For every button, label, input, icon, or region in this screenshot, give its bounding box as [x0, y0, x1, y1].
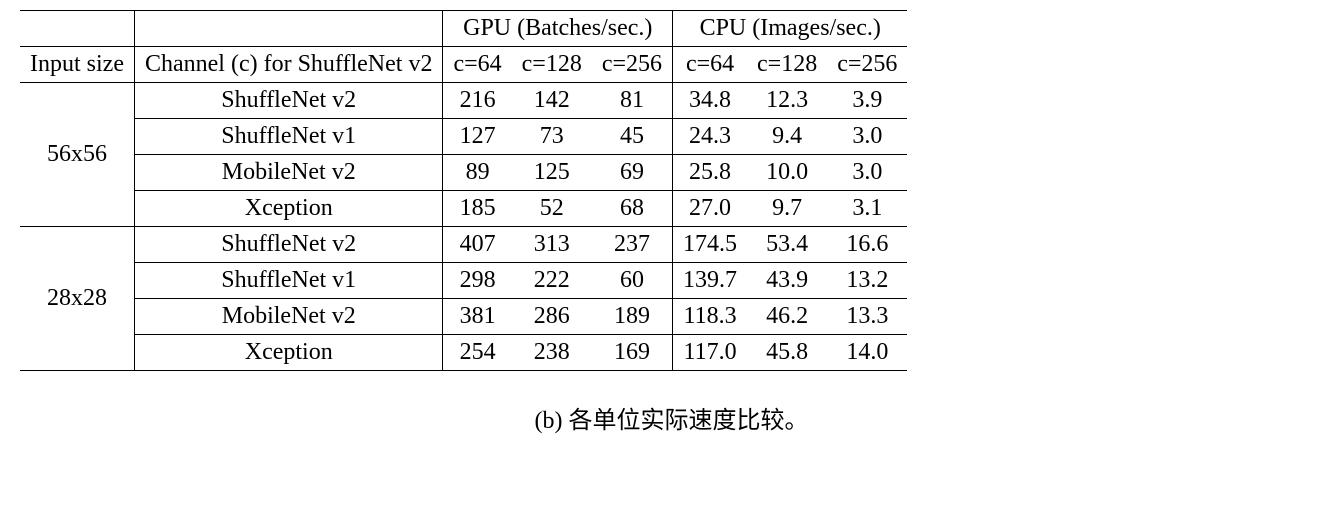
- cpu-val: 9.4: [747, 119, 827, 155]
- input-size-header: Input size: [20, 47, 134, 83]
- gpu-val: 69: [592, 155, 673, 191]
- cpu-val: 13.3: [827, 299, 907, 335]
- input-size-cell: 28x28: [20, 227, 134, 371]
- benchmark-table: GPU (Batches/sec.) CPU (Images/sec.) Inp…: [20, 10, 907, 371]
- header-row-2: Input size Channel (c) for ShuffleNet v2…: [20, 47, 907, 83]
- header-row-1: GPU (Batches/sec.) CPU (Images/sec.): [20, 11, 907, 47]
- header-empty-2: [134, 11, 442, 47]
- cpu-val: 25.8: [673, 155, 748, 191]
- gpu-val: 222: [512, 263, 592, 299]
- input-size-cell: 56x56: [20, 83, 134, 227]
- table-row: 56x56 ShuffleNet v2 216 142 81 34.8 12.3…: [20, 83, 907, 119]
- cpu-val: 14.0: [827, 335, 907, 371]
- cpu-val: 45.8: [747, 335, 827, 371]
- network-cell: Xception: [134, 191, 442, 227]
- cpu-val: 118.3: [673, 299, 748, 335]
- gpu-val: 68: [592, 191, 673, 227]
- cpu-val: 3.0: [827, 119, 907, 155]
- benchmark-table-container: GPU (Batches/sec.) CPU (Images/sec.) Inp…: [20, 10, 907, 371]
- gpu-val: 237: [592, 227, 673, 263]
- gpu-val: 169: [592, 335, 673, 371]
- network-cell: ShuffleNet v1: [134, 119, 442, 155]
- cpu-val: 27.0: [673, 191, 748, 227]
- network-cell: ShuffleNet v2: [134, 227, 442, 263]
- cpu-val: 16.6: [827, 227, 907, 263]
- header-empty-1: [20, 11, 134, 47]
- gpu-val: 254: [443, 335, 512, 371]
- channel-header: Channel (c) for ShuffleNet v2: [134, 47, 442, 83]
- network-cell: ShuffleNet v2: [134, 83, 442, 119]
- network-cell: MobileNet v2: [134, 155, 442, 191]
- gpu-val: 313: [512, 227, 592, 263]
- gpu-val: 52: [512, 191, 592, 227]
- gpu-val: 125: [512, 155, 592, 191]
- cpu-c64-header: c=64: [673, 47, 748, 83]
- gpu-c128-header: c=128: [512, 47, 592, 83]
- gpu-val: 189: [592, 299, 673, 335]
- network-cell: Xception: [134, 335, 442, 371]
- gpu-val: 286: [512, 299, 592, 335]
- network-cell: ShuffleNet v1: [134, 263, 442, 299]
- cpu-val: 10.0: [747, 155, 827, 191]
- gpu-val: 89: [443, 155, 512, 191]
- cpu-val: 34.8: [673, 83, 748, 119]
- cpu-val: 3.0: [827, 155, 907, 191]
- gpu-header: GPU (Batches/sec.): [443, 11, 673, 47]
- gpu-val: 185: [443, 191, 512, 227]
- cpu-val: 46.2: [747, 299, 827, 335]
- table-row: MobileNet v2 89 125 69 25.8 10.0 3.0: [20, 155, 907, 191]
- table-row: 28x28 ShuffleNet v2 407 313 237 174.5 53…: [20, 227, 907, 263]
- cpu-c256-header: c=256: [827, 47, 907, 83]
- table-caption: (b) 各单位实际速度比较。: [20, 400, 1323, 435]
- cpu-val: 24.3: [673, 119, 748, 155]
- gpu-c64-header: c=64: [443, 47, 512, 83]
- gpu-val: 381: [443, 299, 512, 335]
- cpu-val: 53.4: [747, 227, 827, 263]
- cpu-val: 139.7: [673, 263, 748, 299]
- gpu-c256-header: c=256: [592, 47, 673, 83]
- table-row: ShuffleNet v1 298 222 60 139.7 43.9 13.2: [20, 263, 907, 299]
- cpu-header: CPU (Images/sec.): [673, 11, 908, 47]
- cpu-val: 9.7: [747, 191, 827, 227]
- gpu-val: 216: [443, 83, 512, 119]
- gpu-val: 45: [592, 119, 673, 155]
- table-row: Xception 185 52 68 27.0 9.7 3.1: [20, 191, 907, 227]
- cpu-val: 117.0: [673, 335, 748, 371]
- cpu-c128-header: c=128: [747, 47, 827, 83]
- gpu-val: 407: [443, 227, 512, 263]
- cpu-val: 43.9: [747, 263, 827, 299]
- table-row: ShuffleNet v1 127 73 45 24.3 9.4 3.0: [20, 119, 907, 155]
- cpu-val: 12.3: [747, 83, 827, 119]
- gpu-val: 60: [592, 263, 673, 299]
- gpu-val: 81: [592, 83, 673, 119]
- gpu-val: 127: [443, 119, 512, 155]
- table-row: MobileNet v2 381 286 189 118.3 46.2 13.3: [20, 299, 907, 335]
- gpu-val: 73: [512, 119, 592, 155]
- network-cell: MobileNet v2: [134, 299, 442, 335]
- gpu-val: 238: [512, 335, 592, 371]
- gpu-val: 142: [512, 83, 592, 119]
- gpu-val: 298: [443, 263, 512, 299]
- cpu-val: 13.2: [827, 263, 907, 299]
- cpu-val: 3.1: [827, 191, 907, 227]
- table-row: Xception 254 238 169 117.0 45.8 14.0: [20, 335, 907, 371]
- cpu-val: 3.9: [827, 83, 907, 119]
- cpu-val: 174.5: [673, 227, 748, 263]
